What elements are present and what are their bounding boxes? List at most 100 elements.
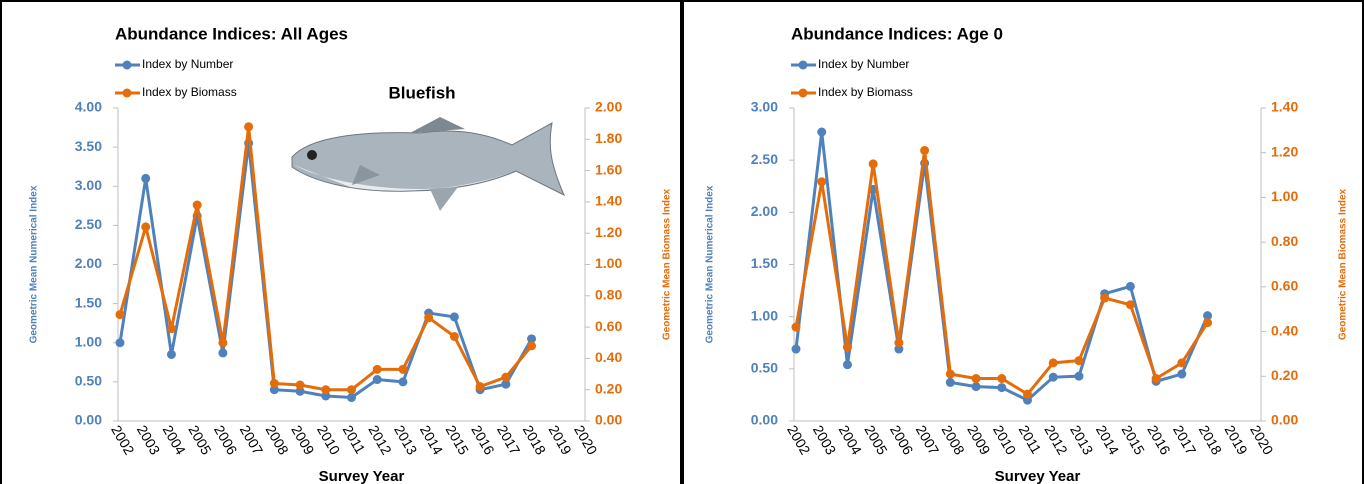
y-tick-label: 3.00 [751,99,778,115]
y2-tick-label: 1.80 [595,130,622,146]
legend-label: Index by Number [818,57,909,71]
y2-tick-label: 1.00 [1271,188,1298,204]
series-marker [449,312,459,322]
fish-belly [294,165,514,191]
y2-tick-label: 0.00 [1271,412,1298,428]
series-marker [1048,372,1058,382]
series-marker [1074,371,1084,381]
y-tick-label: 0.50 [75,373,102,389]
y2-tick-label: 1.60 [595,161,622,177]
series-marker [971,382,981,392]
series-marker [842,342,852,352]
y2-tick-label: 1.00 [595,255,622,271]
y-tick-label: 0.00 [751,412,778,428]
series-marker [115,338,125,348]
y2-tick-label: 0.20 [1271,367,1298,383]
y2-tick-label: 2.00 [595,99,622,115]
y2-tick-label: 0.80 [1271,233,1298,249]
series-marker [817,127,827,137]
fish-fin [410,117,465,133]
y2-tick-label: 0.00 [595,412,622,428]
y2-tick-label: 0.60 [595,318,622,334]
series-marker [269,378,279,388]
series-marker [295,386,305,396]
series-marker [945,369,955,379]
panel-frame [0,0,682,484]
series-marker [1125,300,1135,310]
series-marker [372,375,382,385]
series-marker [1203,311,1213,321]
x-axis-title: Survey Year [995,468,1081,484]
y-tick-label: 3.00 [75,177,102,193]
series-marker [321,391,331,401]
series-marker [971,374,981,384]
legend-label: Index by Number [142,57,233,71]
y-tick-label: 1.00 [751,307,778,323]
series-marker [868,159,878,169]
y2-tick-label: 1.20 [1271,143,1298,159]
series-marker [424,313,434,323]
series-marker [791,322,801,332]
series-marker [997,383,1007,393]
y2-axis-title: Geometric Mean Biomass Index [662,188,673,340]
series-marker [817,177,827,187]
series-marker [295,380,305,390]
annotation: Bluefish [388,83,455,102]
y-tick-label: 2.00 [75,255,102,271]
series-marker [527,341,537,351]
y2-tick-label: 0.20 [595,380,622,396]
series-marker [269,385,279,395]
series-marker [920,145,930,155]
series-marker [1203,318,1213,328]
fish-fin [352,165,380,185]
y-tick-label: 1.50 [75,294,102,310]
series-marker [321,385,331,395]
series-marker [1074,356,1084,366]
series-marker [1048,358,1058,368]
series-marker [141,222,151,232]
y2-tick-label: 0.40 [1271,322,1298,338]
y-tick-label: 4.00 [75,99,102,115]
legend-marker [798,60,808,70]
y-tick-label: 1.50 [751,255,778,271]
series-marker [1177,358,1187,368]
y2-tick-label: 0.40 [595,349,622,365]
chart-title: Abundance Indices: Age 0 [791,24,1003,43]
y-axis-title: Geometric Mean Numerical Index [29,185,40,343]
series-marker [218,348,228,358]
series-marker [398,377,408,387]
series-marker [398,364,408,374]
series-marker [347,385,356,395]
y-tick-label: 0.00 [75,412,102,428]
y-tick-label: 2.50 [751,151,778,167]
y2-tick-label: 1.20 [595,224,622,240]
series-marker [1125,281,1135,291]
y2-tick-label: 1.40 [595,193,622,209]
y-tick-label: 2.00 [751,203,778,219]
fish-eye [307,150,317,160]
legend-label: Index by Biomass [818,85,913,99]
y2-tick-label: 0.80 [595,287,622,303]
fish-illustration [291,117,566,211]
series-marker [166,349,176,359]
panel-frame [682,0,1364,484]
y-tick-label: 3.50 [75,138,102,154]
series-marker [166,324,176,334]
y-tick-label: 1.00 [75,333,102,349]
series-marker [945,377,955,387]
series-marker [1023,389,1032,399]
series-marker [1151,374,1161,384]
series-marker [894,338,904,348]
series-marker [449,331,459,341]
y2-tick-label: 1.40 [1271,99,1298,115]
series-marker [115,310,125,320]
series-marker [141,173,151,183]
series-marker [501,379,511,389]
series-marker [527,334,537,344]
series-marker [842,360,852,370]
series-marker [347,393,356,403]
series-marker [791,344,801,354]
series-marker [1100,293,1110,303]
